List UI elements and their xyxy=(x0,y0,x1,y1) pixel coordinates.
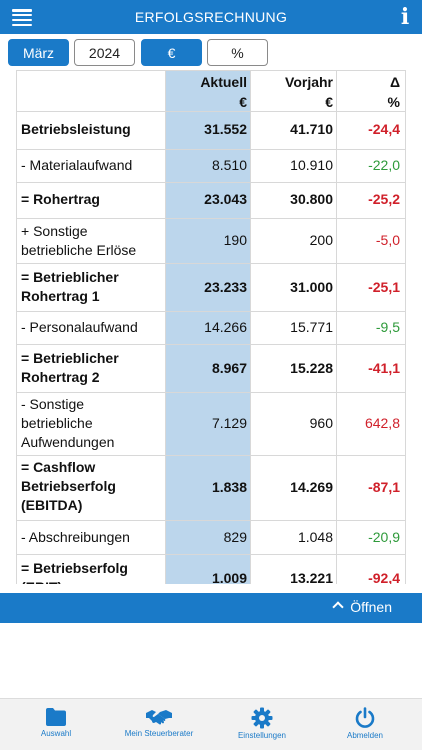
value-vorjahr: 200 xyxy=(309,232,333,248)
row-label: = Betrieblicher Rohertrag 1 xyxy=(21,269,119,304)
app-header: ERFOLGSRECHNUNG i xyxy=(0,0,422,34)
table-row[interactable]: Betriebsleistung 31.552 41.710 -24,4 xyxy=(16,112,406,150)
row-label: = Cashflow Betriebserfolg (EBITDA) xyxy=(21,459,116,513)
filter-bar: März 2024 € % xyxy=(0,34,422,70)
chevron-up-icon xyxy=(332,601,344,613)
value-vorjahr: 15.771 xyxy=(290,319,333,335)
value-delta: -25,2 xyxy=(368,191,400,207)
column-header-delta: Δ xyxy=(389,74,400,90)
column-unit-vorjahr: € xyxy=(325,94,333,110)
row-label: - Sonstige betriebliche Aufwendungen xyxy=(21,396,115,450)
row-label: = Rohertrag xyxy=(21,191,100,207)
row-label: = Betrieblicher Rohertrag 2 xyxy=(21,350,119,385)
nav-label: Auswahl xyxy=(40,729,72,738)
nav-einstellungen[interactable]: Einstellungen xyxy=(212,707,312,740)
aktuell-column-highlight xyxy=(165,70,250,584)
row-label: - Personalaufwand xyxy=(21,319,138,335)
column-unit-aktuell: € xyxy=(239,94,247,110)
value-vorjahr: 13.221 xyxy=(290,570,333,584)
value-vorjahr: 31.000 xyxy=(290,279,333,295)
value-vorjahr: 10.910 xyxy=(290,157,333,173)
value-aktuell: 23.233 xyxy=(204,279,247,295)
value-delta: -41,1 xyxy=(368,360,400,376)
month-button[interactable]: März xyxy=(8,39,69,66)
value-aktuell: 1.009 xyxy=(211,570,247,584)
value-aktuell: 23.043 xyxy=(204,191,247,207)
row-label: - Materialaufwand xyxy=(21,157,133,173)
table-row[interactable]: + Sonstige betriebliche Erlöse 190 200 -… xyxy=(16,219,406,264)
table-header-row: Aktuell € Vorjahr € Δ % xyxy=(16,70,406,112)
value-aktuell: 7.129 xyxy=(211,415,247,431)
table-row[interactable]: = Cashflow Betriebserfolg (EBITDA) 1.838… xyxy=(16,456,406,521)
handshake-icon xyxy=(146,710,172,725)
open-details-bar[interactable]: Öffnen xyxy=(0,593,422,623)
currency-toggle[interactable]: € xyxy=(141,39,202,66)
column-unit-delta: % xyxy=(387,94,400,110)
nav-label: Mein Steuerberater xyxy=(124,729,194,738)
value-delta: -87,1 xyxy=(368,479,400,495)
year-button[interactable]: 2024 xyxy=(74,39,135,66)
row-label: - Abschreibungen xyxy=(21,529,130,545)
row-label: Betriebsleistung xyxy=(21,121,131,137)
hamburger-menu-icon[interactable] xyxy=(12,9,32,27)
value-aktuell: 1.838 xyxy=(211,479,247,495)
table-row[interactable]: - Materialaufwand 8.510 10.910 -22,0 xyxy=(16,150,406,183)
column-header-vorjahr: Vorjahr xyxy=(285,74,333,90)
table-row[interactable]: = Betrieblicher Rohertrag 2 8.967 15.228… xyxy=(16,345,406,393)
value-aktuell: 190 xyxy=(223,232,247,248)
row-label: + Sonstige betriebliche Erlöse xyxy=(21,223,137,258)
nav-label: Einstellungen xyxy=(237,731,287,740)
page-title: ERFOLGSRECHNUNG xyxy=(134,9,288,25)
table-row[interactable]: - Personalaufwand 14.266 15.771 -9,5 xyxy=(16,312,406,345)
value-vorjahr: 1.048 xyxy=(297,529,333,545)
table-row[interactable]: = Rohertrag 23.043 30.800 -25,2 xyxy=(16,183,406,219)
bottom-navigation: Auswahl Mein Steuerberater Einstellungen xyxy=(0,698,422,750)
table-row[interactable]: - Abschreibungen 829 1.048 -20,9 xyxy=(16,521,406,555)
open-label: Öffnen xyxy=(350,599,392,615)
value-delta: -24,4 xyxy=(368,121,400,137)
value-vorjahr: 960 xyxy=(309,415,333,431)
value-aktuell: 14.266 xyxy=(204,319,247,335)
value-vorjahr: 14.269 xyxy=(290,479,333,495)
folder-icon xyxy=(46,708,66,726)
value-aktuell: 31.552 xyxy=(204,121,247,137)
value-vorjahr: 41.710 xyxy=(290,121,333,137)
income-statement-table[interactable]: Aktuell € Vorjahr € Δ % Betriebsleistung… xyxy=(0,70,422,584)
value-vorjahr: 15.228 xyxy=(290,360,333,376)
nav-mein-steuerberater[interactable]: Mein Steuerberater xyxy=(109,707,209,738)
value-delta: -22,0 xyxy=(368,157,400,173)
value-delta: -25,1 xyxy=(368,279,400,295)
value-aktuell: 8.967 xyxy=(211,360,247,376)
column-header-aktuell: Aktuell xyxy=(200,74,247,90)
nav-label: Abmelden xyxy=(346,731,384,740)
value-vorjahr: 30.800 xyxy=(290,191,333,207)
table-row[interactable]: = Betriebserfolg (EBIT) 1.009 13.221 -92… xyxy=(16,555,406,584)
value-delta: 642,8 xyxy=(364,415,400,431)
info-icon[interactable]: i xyxy=(400,4,410,30)
value-delta: -5,0 xyxy=(375,232,400,248)
gear-icon xyxy=(251,707,273,729)
row-label: = Betriebserfolg (EBIT) xyxy=(21,560,128,584)
value-delta: -20,9 xyxy=(368,529,400,545)
power-icon xyxy=(355,707,375,728)
value-aktuell: 829 xyxy=(223,529,247,545)
nav-abmelden[interactable]: Abmelden xyxy=(315,707,415,740)
percent-toggle[interactable]: % xyxy=(207,39,268,66)
value-delta: -92,4 xyxy=(368,570,400,584)
table-row[interactable]: - Sonstige betriebliche Aufwendungen 7.1… xyxy=(16,393,406,456)
value-aktuell: 8.510 xyxy=(211,157,247,173)
nav-auswahl[interactable]: Auswahl xyxy=(6,707,106,738)
table-row[interactable]: = Betrieblicher Rohertrag 1 23.233 31.00… xyxy=(16,264,406,312)
value-delta: -9,5 xyxy=(375,319,400,335)
